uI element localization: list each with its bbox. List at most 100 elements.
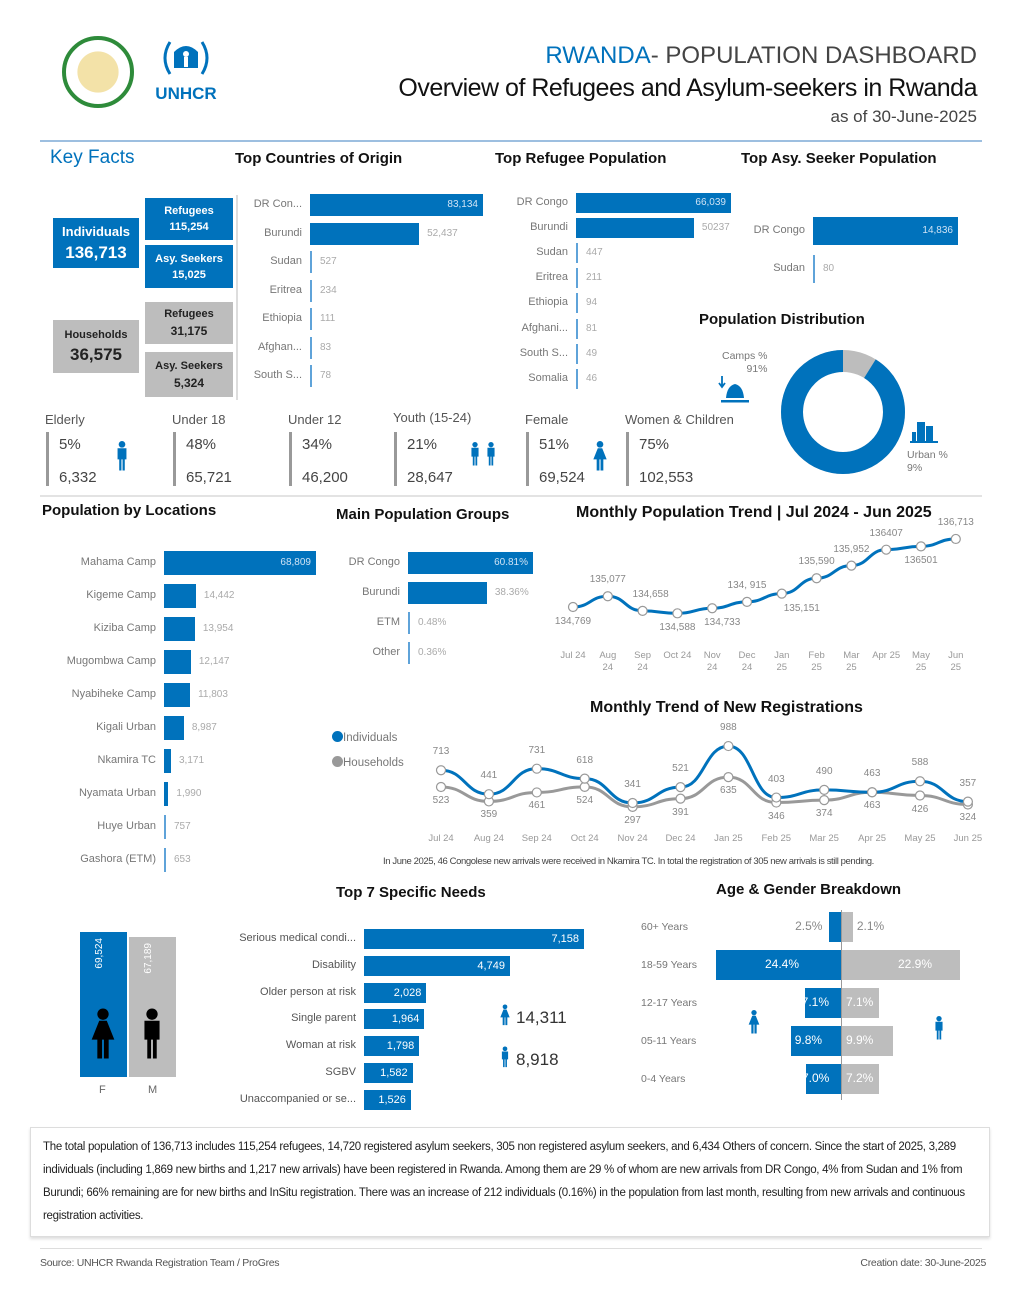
registrations-title: Monthly Trend of New Registrations <box>590 699 863 716</box>
trend-axis-label: Aug 24 <box>599 650 617 673</box>
needs-male-total: 8,918 <box>498 1040 559 1079</box>
bar <box>364 1063 413 1083</box>
trend-title: Monthly Population Trend | Jul 2024 - Ju… <box>576 504 932 521</box>
bar-value: 94 <box>586 297 598 309</box>
registration-point-label: 441 <box>480 770 498 782</box>
age-male-value: 7.1% <box>846 995 874 1009</box>
stat-count: 28,647 <box>407 469 453 486</box>
trend-line <box>572 537 956 615</box>
stat-label: Youth (15-24) <box>393 410 472 425</box>
registration-point-label: 588 <box>911 757 929 769</box>
stat-bar <box>394 432 397 486</box>
stat-label: Elderly <box>45 412 85 427</box>
registration-line-households <box>440 775 968 809</box>
male-icon <box>931 1010 947 1051</box>
age-axis <box>841 910 842 1100</box>
bar <box>310 194 483 216</box>
registration-axis-label: Oct 24 <box>570 833 599 844</box>
bar <box>164 815 166 839</box>
bar-label: Kigali Urban <box>96 721 156 733</box>
registration-point-label: 391 <box>672 806 689 818</box>
age-female-bar <box>805 1064 842 1094</box>
bar-label: Serious medical condi... <box>239 932 356 944</box>
registration-note: In June 2025, 46 Congolese new arrivals … <box>383 856 874 867</box>
male-value: 67,189 <box>143 942 154 974</box>
bar-label: Disability <box>311 958 356 971</box>
registration-point-label: 346 <box>767 810 785 822</box>
stat-label: Under 18 <box>172 412 226 427</box>
registration-point <box>771 792 782 803</box>
rwanda-seal-logo <box>62 36 134 108</box>
header-divider <box>40 140 982 142</box>
trend-point <box>950 533 961 545</box>
bar <box>576 268 578 289</box>
hh-asy-box: Asy. Seekers 5,324 <box>145 352 233 397</box>
trend-point <box>881 544 892 555</box>
stat-percent: 75% <box>639 436 670 453</box>
individuals-box: Individuals 136,713 <box>53 218 139 268</box>
summary-box: The total population of 136,713 includes… <box>30 1127 990 1237</box>
registration-point <box>723 740 734 752</box>
registration-point <box>962 796 974 807</box>
bar <box>164 584 196 608</box>
registration-point <box>819 794 830 806</box>
registration-point-label: 463 <box>863 768 881 780</box>
bar-label: Sudan <box>773 262 805 274</box>
registration-point <box>483 789 494 800</box>
age-title: Age & Gender Breakdown <box>716 881 902 898</box>
bar-value: 447 <box>586 247 603 259</box>
trend-axis-label: Jun 25 <box>948 650 964 673</box>
age-label: 18-59 Years <box>641 959 698 971</box>
stat-label: Female <box>525 412 569 427</box>
needs-female-total: 14,311 <box>498 998 567 1037</box>
stat-bar <box>289 432 292 486</box>
trend-point-label: 136501 <box>904 555 938 567</box>
trend-point-label: 134,588 <box>659 622 696 634</box>
registration-point <box>914 776 926 787</box>
bar-value: 66,039 <box>695 197 726 208</box>
bar <box>164 782 169 806</box>
value: 15,025 <box>172 268 206 281</box>
trend-axis-label: Feb 25 <box>808 650 825 673</box>
trend-point-label: 136,713 <box>937 516 974 528</box>
bar-label: Kigeme Camp <box>86 589 156 601</box>
registration-point <box>675 782 686 793</box>
registration-point-label: 521 <box>672 763 689 775</box>
male-person-icon <box>135 1002 169 1071</box>
age-female-bar <box>716 950 842 980</box>
bar <box>408 642 410 664</box>
value: 5,324 <box>173 375 205 390</box>
bar-label: Somalia <box>528 371 568 384</box>
summary-text: The total population of 136,713 includes… <box>43 1141 965 1222</box>
stat-count: 102,553 <box>639 469 694 486</box>
unhcr-emblem-icon <box>163 41 209 75</box>
legend-individuals: Individuals <box>332 731 397 744</box>
bar <box>576 293 578 314</box>
bar-label: Gashora (ETM) <box>80 853 156 865</box>
female-value: 69,524 <box>94 938 105 969</box>
registration-point <box>579 781 590 792</box>
bar-label: Afghani... <box>521 321 568 334</box>
trend-point <box>672 608 683 619</box>
trend-point <box>707 603 718 614</box>
registration-point-label: 988 <box>720 722 737 734</box>
bar-value: 757 <box>174 821 191 832</box>
label: Asy. Seekers <box>155 359 223 372</box>
bar-label: Eritrea <box>269 283 302 296</box>
bar <box>164 551 316 575</box>
trend-point <box>846 560 857 571</box>
bar-label: Burundi <box>530 221 568 234</box>
bar-value: 3,171 <box>179 755 205 766</box>
bar-label: Nkamira TC <box>97 754 156 766</box>
groups-title: Main Population Groups <box>336 506 510 523</box>
registration-point-label: 324 <box>959 812 977 824</box>
age-female-bar <box>791 1026 842 1056</box>
bar-label: South S... <box>519 346 568 359</box>
bar <box>576 193 731 213</box>
bar <box>364 1089 411 1110</box>
registration-point <box>435 781 447 793</box>
registration-axis-label: May 25 <box>904 833 936 844</box>
registration-axis-label: Sep 24 <box>521 833 552 844</box>
bar-value: 81 <box>586 322 598 334</box>
trend-axis-label: Sep 24 <box>634 650 652 673</box>
